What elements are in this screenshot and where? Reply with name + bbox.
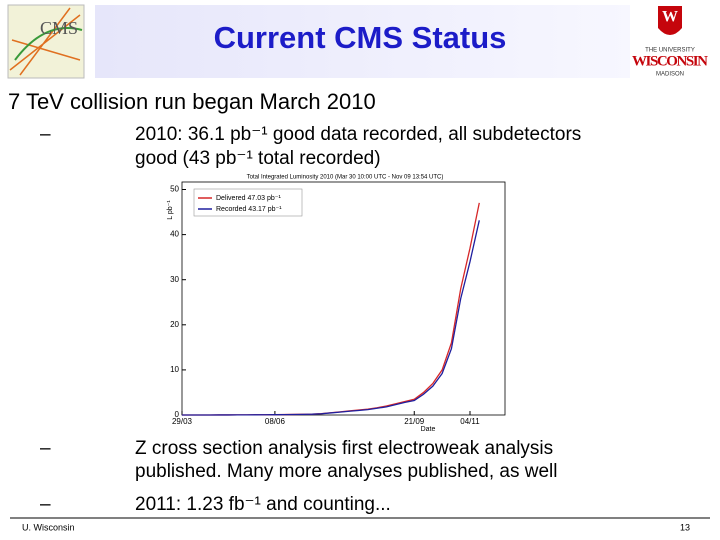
logo-text: MADISON (656, 72, 684, 78)
y-tick-label: 0 (175, 410, 180, 419)
page-number: 13 (680, 522, 690, 532)
logo-text: THE UNIVERSITY (645, 48, 695, 54)
cms-logo: CMS (7, 4, 85, 79)
logo-text: WISCONSIN (632, 53, 708, 69)
bullet-marker: – (40, 438, 51, 459)
bullet-text: good (43 pb⁻¹ total recorded) (135, 148, 381, 169)
x-tick-label: 29/03 (172, 417, 193, 426)
series-line (182, 220, 480, 416)
y-tick-label: 30 (170, 275, 179, 284)
legend-box (193, 188, 303, 217)
legend-label: Delivered 47.03 pb⁻¹ (216, 195, 281, 202)
legend-label: Recorded 43.17 pb⁻¹ (216, 206, 282, 213)
bullet-marker: – (40, 494, 51, 515)
y-tick-label: 20 (170, 320, 179, 329)
bullet-marker: – (40, 124, 51, 145)
bullet-text: published. Many more analyses published,… (135, 461, 557, 482)
svg-text:W: W (662, 9, 678, 26)
header-bar (95, 5, 630, 78)
bullet-text: 2011: 1.23 fb⁻¹ and counting... (135, 494, 391, 515)
x-tick-label: 08/06 (265, 417, 286, 426)
chart: Total Integrated Luminosity 2010 (Mar 30… (167, 175, 506, 433)
footer-left: U. Wisconsin (22, 522, 75, 532)
y-tick-label: 50 (170, 185, 179, 194)
plot-frame (181, 181, 506, 416)
main-bullet: 7 TeV collision run began March 2010 (8, 89, 376, 114)
wisconsin-logo: W THE UNIVERSITY WISCONSIN MADISON (632, 6, 708, 78)
bullet-text: Z cross section analysis first electrowe… (135, 438, 553, 459)
x-axis-label: Date (421, 426, 436, 433)
y-tick-label: 10 (170, 365, 179, 374)
x-tick-label: 21/09 (404, 417, 425, 426)
y-tick-label: 40 (170, 230, 179, 239)
logo-text: CMS (40, 18, 78, 38)
chart-title: Total Integrated Luminosity 2010 (Mar 30… (247, 175, 444, 181)
slide-title: Current CMS Status (214, 20, 507, 55)
x-tick-label: 04/11 (460, 417, 480, 426)
bullet-text: 2010: 36.1 pb⁻¹ good data recorded, all … (135, 124, 581, 145)
y-axis-label: L pb⁻¹ (167, 200, 174, 220)
